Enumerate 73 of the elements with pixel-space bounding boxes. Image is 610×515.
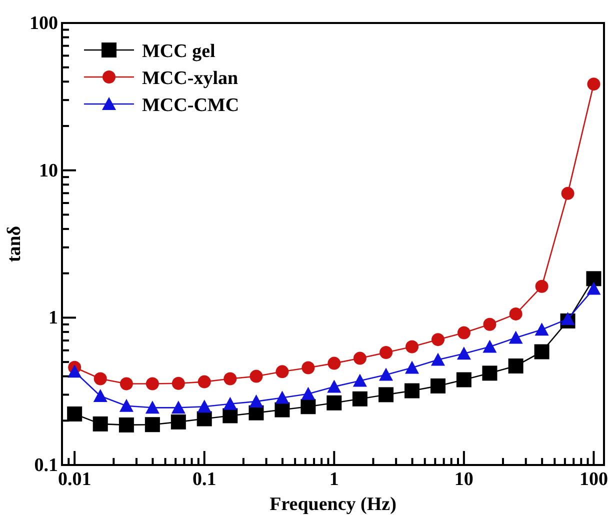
x-tick-label: 0.1: [192, 469, 216, 490]
point: [534, 344, 550, 360]
point: [275, 390, 290, 404]
x-tick-label: 1: [329, 469, 339, 490]
point: [223, 396, 238, 410]
x-axis-title: Frequency (Hz): [270, 494, 396, 515]
point: [327, 380, 342, 393]
point: [534, 322, 549, 336]
point: [146, 377, 159, 390]
point: [196, 411, 212, 426]
x-tick-label: 10: [454, 469, 474, 490]
point: [379, 368, 394, 381]
point: [92, 416, 108, 432]
point: [145, 400, 160, 414]
point: [119, 398, 134, 412]
point: [250, 370, 263, 383]
point: [404, 383, 420, 398]
point: [198, 375, 211, 388]
point: [482, 366, 498, 381]
y-tick-label: 0.1: [34, 455, 58, 476]
y-axis-title: tanδ: [4, 226, 25, 262]
y-tick-label: 100: [30, 13, 58, 34]
point: [300, 399, 316, 414]
point: [431, 333, 444, 346]
point: [508, 330, 523, 344]
point: [93, 388, 108, 402]
point: [483, 318, 496, 331]
point: [67, 406, 82, 422]
point: [586, 271, 602, 286]
point: [118, 417, 134, 432]
point: [301, 386, 316, 400]
point: [224, 372, 237, 386]
point: [120, 377, 133, 390]
point: [406, 340, 419, 354]
point: [405, 360, 420, 374]
point: [170, 414, 186, 430]
point: [352, 374, 367, 387]
y-tick-label: 10: [39, 160, 58, 182]
legend-label: MCC-xylan: [142, 68, 238, 89]
point: [197, 400, 212, 413]
point: [430, 352, 445, 366]
point: [586, 282, 601, 295]
legend-label: MCC gel: [142, 41, 216, 62]
point: [144, 417, 160, 432]
point: [352, 391, 368, 406]
point: [94, 372, 107, 386]
point: [456, 372, 472, 388]
point: [587, 78, 600, 91]
point: [172, 376, 185, 390]
point: [509, 307, 522, 320]
point: [561, 186, 574, 200]
point: [508, 358, 524, 374]
point: [482, 340, 497, 353]
point: [171, 400, 186, 414]
legend-label: MCC-CMC: [142, 95, 240, 116]
point: [68, 364, 82, 378]
point: [328, 356, 341, 370]
point: [457, 326, 470, 340]
point: [274, 402, 290, 418]
point: [456, 346, 471, 360]
x-tick-label: 0.01: [58, 469, 92, 490]
y-tick-label: 1: [48, 308, 58, 329]
point: [276, 365, 289, 378]
point: [560, 312, 575, 325]
point: [353, 352, 366, 365]
point: [249, 394, 264, 408]
point: [378, 387, 394, 402]
point: [380, 346, 393, 360]
point: [535, 280, 548, 293]
point: [430, 378, 446, 394]
x-tick-label: 100: [579, 469, 608, 490]
point: [302, 361, 315, 374]
point: [326, 395, 342, 410]
